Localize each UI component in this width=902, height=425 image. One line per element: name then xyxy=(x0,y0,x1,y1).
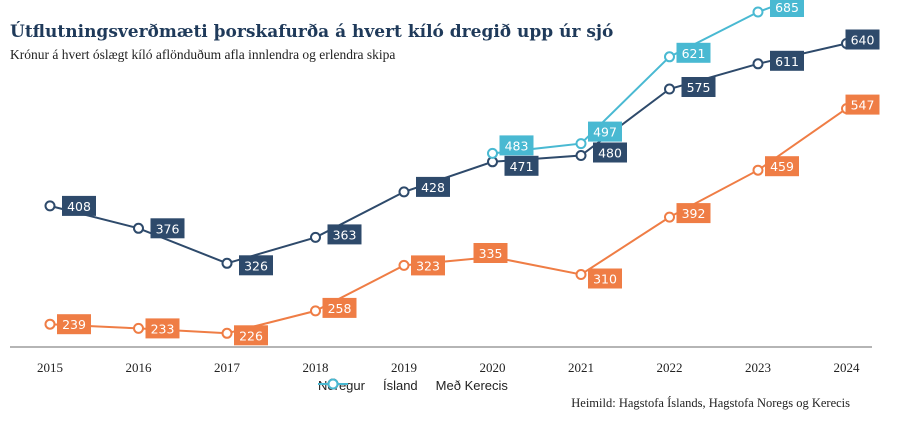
data-point xyxy=(752,58,764,70)
data-point xyxy=(664,211,675,223)
data-label-box xyxy=(234,325,268,346)
series-line-2 xyxy=(492,0,794,155)
data-label: 483 xyxy=(505,138,529,153)
legend-item-island: Ísland xyxy=(318,378,418,393)
data-point xyxy=(664,83,675,95)
data-point xyxy=(221,327,233,339)
data-label-box xyxy=(845,94,880,115)
data-point xyxy=(664,51,675,63)
data-label-box xyxy=(322,297,357,318)
x-tick-label: 2021 xyxy=(568,360,594,375)
chart-title: Útflutningsverðmæti þorskafurða á hvert … xyxy=(10,22,614,42)
x-tick-label: 2022 xyxy=(657,360,683,375)
x-tick-label: 2017 xyxy=(214,360,241,375)
data-label-box xyxy=(588,268,622,289)
data-label: 363 xyxy=(333,227,357,242)
series-line-0 xyxy=(49,107,848,335)
x-tick-label: 2023 xyxy=(745,360,771,375)
data-label: 547 xyxy=(851,98,875,113)
data-label: 392 xyxy=(682,206,706,221)
data-label: 310 xyxy=(593,272,617,287)
data-label: 428 xyxy=(421,180,445,195)
data-label: 497 xyxy=(593,125,617,140)
data-point xyxy=(575,150,587,161)
data-label-box xyxy=(765,156,799,177)
data-label-box xyxy=(411,255,445,276)
data-label-box xyxy=(676,42,711,63)
data-point xyxy=(133,222,144,234)
data-point xyxy=(575,269,587,280)
data-label: 226 xyxy=(239,328,263,343)
data-point xyxy=(487,147,498,159)
data-label: 408 xyxy=(67,199,91,214)
chart-legend: Noregur Ísland Með Kerecis xyxy=(318,378,508,393)
x-tick-label: 2019 xyxy=(391,360,417,375)
data-label-box xyxy=(504,155,539,176)
data-label: 611 xyxy=(775,54,799,69)
data-label: 233 xyxy=(151,321,175,336)
data-label: 575 xyxy=(687,80,711,95)
data-label-box xyxy=(150,218,185,239)
data-label-box xyxy=(593,142,627,163)
data-label: 471 xyxy=(510,159,534,174)
data-label-box xyxy=(770,0,804,17)
data-label: 685 xyxy=(775,0,799,15)
chart-subtitle: Krónur á hvert óslægt kíló aflönduðum af… xyxy=(10,47,396,62)
x-tick-label: 2020 xyxy=(480,360,506,375)
source-note: Heimild: Hagstofa Íslands, Hagstofa Nore… xyxy=(571,396,850,410)
legend-label-island: Ísland xyxy=(382,378,418,393)
x-tick-label: 2024 xyxy=(834,360,861,375)
data-label: 323 xyxy=(416,258,440,273)
data-point xyxy=(398,259,410,271)
data-label-box xyxy=(62,195,96,216)
data-label-box xyxy=(239,255,273,276)
data-label-box xyxy=(473,243,508,263)
data-point xyxy=(221,257,233,269)
data-label: 480 xyxy=(598,146,622,161)
data-point xyxy=(752,6,764,18)
data-label-box xyxy=(327,224,362,245)
data-label-box xyxy=(145,318,180,339)
data-label-box xyxy=(416,176,450,197)
data-label: 621 xyxy=(682,46,706,61)
data-point xyxy=(133,322,144,334)
data-label: 335 xyxy=(479,246,503,261)
data-label-box xyxy=(57,314,91,335)
series-line-1 xyxy=(49,42,847,265)
legend-label-kerecis: Með Kerecis xyxy=(435,378,508,393)
data-point xyxy=(310,231,321,243)
legend-item-kerecis: Með Kerecis xyxy=(318,378,508,393)
data-label: 326 xyxy=(244,258,268,273)
data-point xyxy=(398,186,410,198)
data-point xyxy=(752,164,764,176)
data-label-box xyxy=(676,203,711,224)
x-tick-label: 2015 xyxy=(37,360,63,375)
data-label-box xyxy=(770,50,804,71)
x-tick-label: 2016 xyxy=(126,360,153,375)
data-label-box xyxy=(499,135,534,156)
data-point xyxy=(44,200,56,212)
data-label: 459 xyxy=(770,159,794,174)
legend-swatch-kerecis xyxy=(318,378,348,390)
x-tick-label: 2018 xyxy=(303,360,329,375)
data-label: 376 xyxy=(156,221,180,236)
data-label-box xyxy=(588,121,622,142)
data-label: 239 xyxy=(62,317,86,332)
data-label-box xyxy=(845,29,880,50)
data-point xyxy=(575,138,587,150)
data-label: 640 xyxy=(851,33,875,48)
data-point xyxy=(44,318,56,330)
data-label: 258 xyxy=(328,301,352,316)
data-label-box xyxy=(681,77,716,97)
data-point xyxy=(310,305,321,317)
